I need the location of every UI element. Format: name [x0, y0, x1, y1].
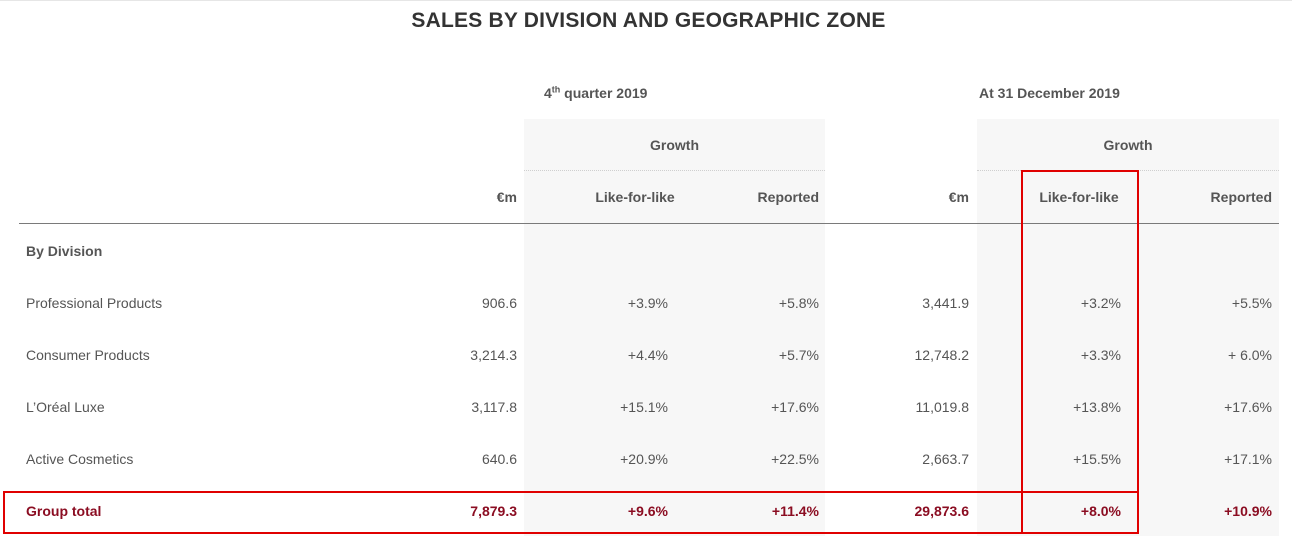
cell-fy-reported: +5.5% — [1231, 295, 1272, 311]
fy-lfl-header: Like-for-like — [1039, 189, 1119, 205]
total-q4-reported: +11.4% — [771, 503, 819, 519]
fy-lfl-column-highlight — [1021, 170, 1139, 534]
q4-eur-header: €m — [496, 189, 517, 205]
header-rule — [19, 223, 1279, 224]
total-q4-eur: 7,879.3 — [470, 503, 517, 519]
cell-q4-reported: +22.5% — [771, 451, 819, 467]
row-label: Consumer Products — [26, 347, 150, 363]
q4-growth-divider — [524, 170, 825, 171]
top-border — [0, 0, 1292, 1]
total-q4-lfl: +9.6% — [627, 503, 668, 519]
cell-q4-eur: 906.6 — [481, 295, 517, 311]
cell-q4-reported: +5.8% — [778, 295, 819, 311]
fy-reported-header: Reported — [1210, 189, 1272, 205]
row-label: Professional Products — [26, 295, 163, 311]
cell-q4-reported: +17.6% — [771, 399, 819, 415]
row-label: L’Oréal Luxe — [26, 399, 105, 415]
cell-fy-eur: 11,019.8 — [915, 399, 969, 415]
cell-fy-lfl: +15.5% — [1073, 451, 1121, 467]
q4-growth-header: Growth — [650, 137, 699, 153]
cell-q4-eur: 640.6 — [481, 451, 517, 467]
row-label: Active Cosmetics — [26, 451, 134, 467]
q4-reported-header: Reported — [757, 189, 819, 205]
cell-q4-lfl: +15.1% — [620, 399, 668, 415]
q4-period-header: 4th quarter 2019 — [544, 84, 648, 101]
cell-fy-eur: 2,663.7 — [922, 451, 969, 467]
cell-q4-lfl: +20.9% — [620, 451, 668, 467]
q4-lfl-header: Like-for-like — [595, 189, 675, 205]
cell-fy-lfl: +13.8% — [1073, 399, 1121, 415]
cell-fy-eur: 3,441.9 — [922, 295, 969, 311]
cell-fy-lfl: +3.2% — [1080, 295, 1121, 311]
cell-q4-lfl: +3.9% — [627, 295, 668, 311]
cell-fy-lfl: +3.3% — [1080, 347, 1121, 363]
fy-eur-header: €m — [948, 189, 969, 205]
cell-fy-reported: +17.1% — [1224, 451, 1272, 467]
fy-period-header: At 31 December 2019 — [979, 85, 1120, 101]
cell-fy-reported: + 6.0% — [1228, 347, 1272, 363]
cell-fy-reported: +17.6% — [1224, 399, 1272, 415]
q4-growth-band — [524, 119, 825, 536]
total-fy-reported: +10.9% — [1224, 503, 1272, 519]
cell-fy-eur: 12,748.2 — [914, 347, 970, 363]
cell-q4-eur: 3,117.8 — [471, 399, 517, 415]
fy-growth-band — [977, 119, 1279, 536]
cell-q4-eur: 3,214.3 — [470, 347, 517, 363]
total-label: Group total — [26, 503, 102, 519]
cell-q4-reported: +5.7% — [778, 347, 819, 363]
total-fy-lfl: +8.0% — [1080, 503, 1121, 519]
cell-q4-lfl: +4.4% — [627, 347, 668, 363]
page-title: SALES BY DIVISION AND GEOGRAPHIC ZONE — [411, 9, 886, 32]
total-fy-eur: 29,873.6 — [914, 503, 970, 519]
fy-growth-header: Growth — [1103, 137, 1153, 153]
group-total-row-highlight — [3, 491, 1139, 534]
section-by-division: By Division — [26, 243, 103, 259]
